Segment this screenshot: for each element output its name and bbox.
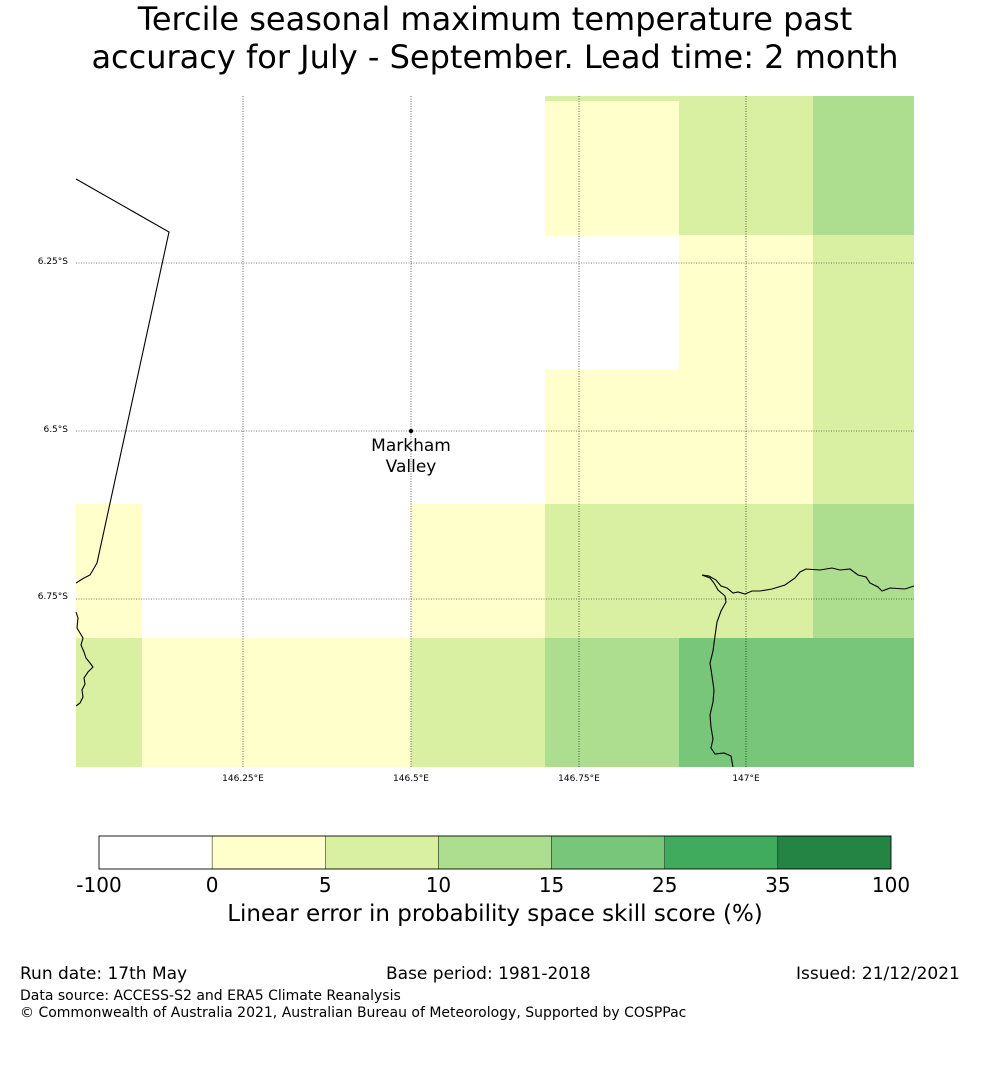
grid-cell — [545, 370, 813, 504]
place-label-markham-valley: Markham Valley — [351, 436, 471, 478]
colorbar-label: Linear error in probability space skill … — [227, 901, 763, 927]
lon-tick-label: 147°E — [732, 774, 760, 784]
lat-tick-label: 6.25°S — [37, 257, 68, 267]
skill-grid — [76, 96, 914, 767]
grid-cell — [142, 638, 411, 767]
grid-cell — [679, 101, 813, 235]
lon-tick-label: 146.75°E — [558, 774, 600, 784]
colorbar-swatch — [211, 835, 326, 870]
grid-cell — [813, 235, 914, 504]
grid-cell — [679, 235, 813, 370]
copyright: © Commonwealth of Australia 2021, Austra… — [20, 1005, 687, 1021]
colorbar-swatch — [777, 835, 892, 870]
grid-cell — [76, 504, 142, 638]
colorbar-frame — [98, 835, 892, 870]
colorbar-swatches — [98, 835, 892, 870]
grid-cell — [545, 101, 679, 235]
skill-map — [75, 96, 915, 768]
colorbar-swatch — [664, 835, 779, 870]
colorbar-tick-label: -100 — [76, 873, 122, 897]
colorbar-swatch — [438, 835, 552, 870]
colorbar-tick-label: 5 — [318, 873, 332, 897]
coastline-gulf — [701, 567, 915, 768]
lon-tick-label: 146.5°E — [393, 774, 429, 784]
chart-title: Tercile seasonal maximum temperature pas… — [0, 0, 990, 76]
base-period: Base period: 1981-2018 — [386, 964, 591, 984]
grid-cell — [545, 504, 813, 638]
colorbar-tick-label: 25 — [651, 873, 678, 897]
issued-date: Issued: 21/12/2021 — [796, 964, 960, 984]
grid-cell — [545, 96, 679, 101]
colorbar-swatch — [98, 835, 213, 870]
coastline — [75, 178, 915, 768]
grid-cell — [411, 504, 545, 638]
colorbar-tick-label: 35 — [765, 873, 791, 897]
coastline-southwest — [75, 611, 94, 707]
grid-cell — [813, 101, 914, 235]
colorbar-tick-label: 15 — [538, 873, 565, 897]
lat-tick-label: 6.5°S — [43, 425, 68, 435]
grid-cell — [679, 638, 914, 767]
grid-cell — [813, 96, 914, 101]
coastline-west — [75, 178, 170, 584]
colorbar-tick-label: 100 — [871, 873, 911, 897]
place-marker-dot — [408, 428, 414, 434]
place-name-line-2: Valley — [385, 457, 437, 477]
place-name-line-1: Markham — [371, 436, 451, 456]
grid-cell — [411, 638, 545, 767]
grid-cell — [545, 638, 679, 767]
colorbar-tick-label: 10 — [425, 873, 452, 897]
run-date: Run date: 17th May — [20, 964, 188, 984]
colorbar-swatch — [551, 835, 665, 870]
lat-tick-label: 6.75°S — [37, 592, 68, 602]
colorbar-swatch — [325, 835, 439, 870]
colorbar-tick-label: 0 — [205, 873, 219, 897]
data-source: Data source: ACCESS-S2 and ERA5 Climate … — [20, 988, 401, 1004]
lon-tick-label: 146.25°E — [222, 774, 264, 784]
title-line-2: accuracy for July - September. Lead time… — [91, 38, 899, 76]
title-line-1: Tercile seasonal maximum temperature pas… — [137, 0, 853, 38]
grid-cell — [813, 504, 914, 638]
